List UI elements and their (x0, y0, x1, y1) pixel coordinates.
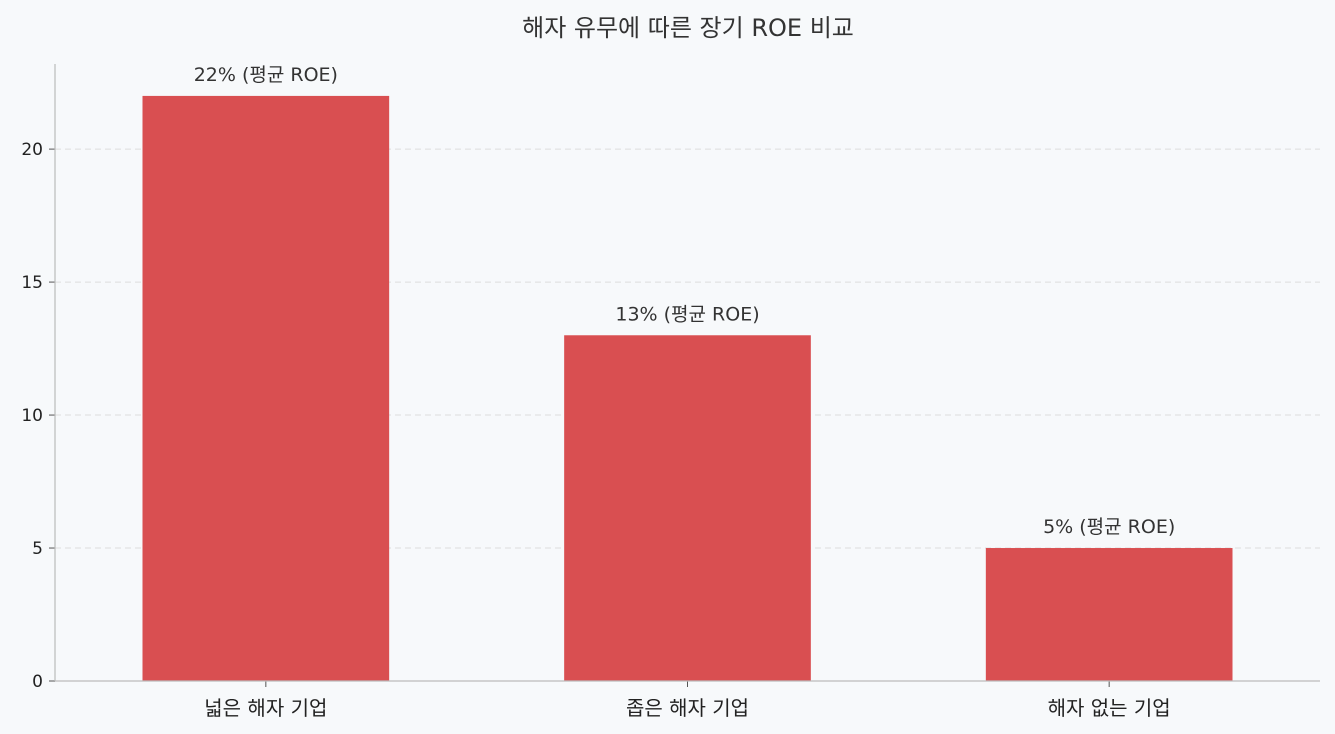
y-tick-label: 0 (32, 672, 43, 692)
bar (142, 95, 390, 681)
data-labels: 22% (평균 ROE) 13% (평균 ROE) 5% (평균 ROE) (194, 64, 1176, 538)
y-tick-label: 10 (21, 406, 43, 426)
y-tick-label: 5 (32, 539, 43, 559)
y-tick-label: 20 (21, 140, 43, 160)
bars (142, 95, 1233, 681)
bar-data-label: 13% (평균 ROE) (615, 303, 759, 325)
bar (564, 335, 811, 681)
x-tick-label: 좁은 해자 기업 (626, 696, 749, 720)
bar-data-label: 5% (평균 ROE) (1043, 516, 1175, 538)
bar-data-label: 22% (평균 ROE) (194, 64, 338, 86)
y-tick-label: 15 (21, 273, 43, 293)
x-tick-label: 넓은 해자 기업 (204, 696, 327, 720)
bar (985, 548, 1233, 681)
axes: 0 5 10 15 20 넓은 해자 기업 좁은 해자 기업 해자 없는 기업 (21, 64, 1320, 720)
x-tick-label: 해자 없는 기업 (1048, 696, 1171, 720)
chart-title: 해자 유무에 따른 장기 ROE 비교 (522, 14, 854, 42)
